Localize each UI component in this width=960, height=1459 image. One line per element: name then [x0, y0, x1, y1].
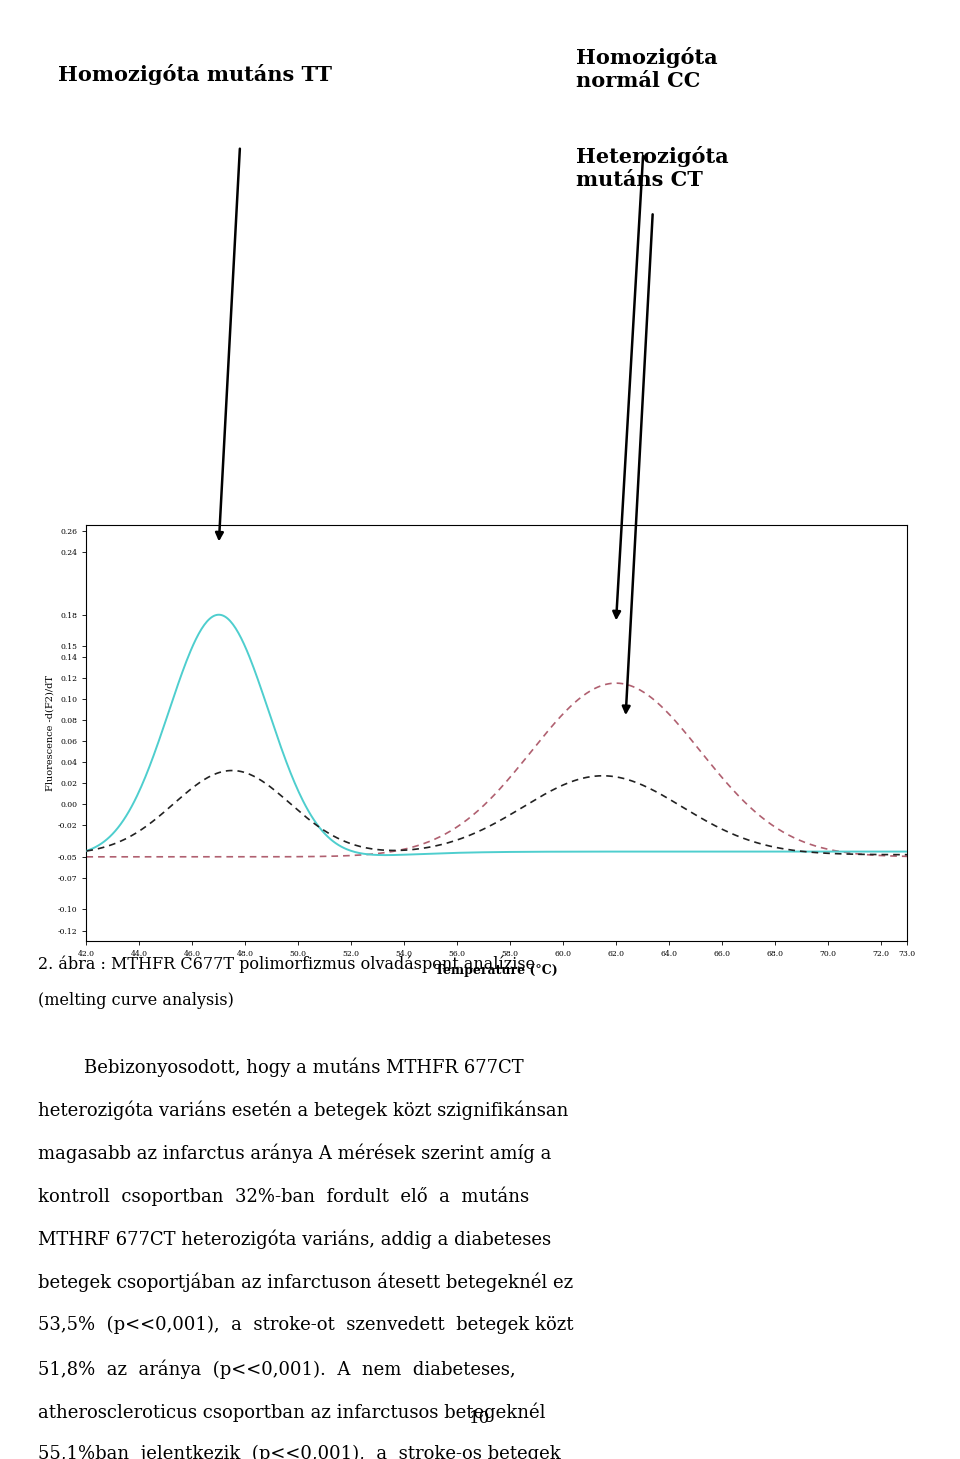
Y-axis label: Fluorescence -d(F2)/dT: Fluorescence -d(F2)/dT — [46, 676, 55, 791]
Text: atheroscleroticus csoportban az infarctusos betegeknél: atheroscleroticus csoportban az infarctu… — [38, 1402, 546, 1421]
Text: kontroll  csoportban  32%-ban  fordult  elő  a  mutáns: kontroll csoportban 32%-ban fordult elő … — [38, 1186, 530, 1207]
Text: Bebizonyosodott, hogy a mutáns MTHFR 677CT: Bebizonyosodott, hogy a mutáns MTHFR 677… — [38, 1058, 524, 1077]
Text: 51,8%  az  aránya  (p<<0,001).  A  nem  diabeteses,: 51,8% az aránya (p<<0,001). A nem diabet… — [38, 1360, 516, 1379]
Text: betegek csoportjában az infarctuson átesett betegeknél ez: betegek csoportjában az infarctuson átes… — [38, 1272, 573, 1293]
Text: MTHRF 677CT heterozigóta variáns, addig a diabeteses: MTHRF 677CT heterozigóta variáns, addig … — [38, 1230, 552, 1249]
Text: Homozigóta mutáns TT: Homozigóta mutáns TT — [58, 64, 331, 85]
Text: (melting curve analysis): (melting curve analysis) — [38, 992, 234, 1010]
Text: 2. ábra : MTHFR C677T polimorfizmus olvadáspont analízise: 2. ábra : MTHFR C677T polimorfizmus olva… — [38, 956, 536, 973]
Text: Heterozigóta
mutáns CT: Heterozigóta mutáns CT — [576, 146, 729, 190]
Text: 55,1%ban  jelentkezik  (p<<0,001),  a  stroke-os betegek: 55,1%ban jelentkezik (p<<0,001), a strok… — [38, 1444, 562, 1459]
Text: 53,5%  (p<<0,001),  a  stroke-ot  szenvedett  betegek közt: 53,5% (p<<0,001), a stroke-ot szenvedett… — [38, 1316, 574, 1335]
Text: magasabb az infarctus aránya A mérések szerint amíg a: magasabb az infarctus aránya A mérések s… — [38, 1144, 552, 1163]
X-axis label: Temperature (°C): Temperature (°C) — [436, 963, 558, 976]
Text: Homozigóta
normál CC: Homozigóta normál CC — [576, 47, 718, 90]
Text: heterozigóta variáns esetén a betegek közt szignifikánsan: heterozigóta variáns esetén a betegek kö… — [38, 1100, 568, 1121]
Text: 10: 10 — [469, 1409, 491, 1427]
